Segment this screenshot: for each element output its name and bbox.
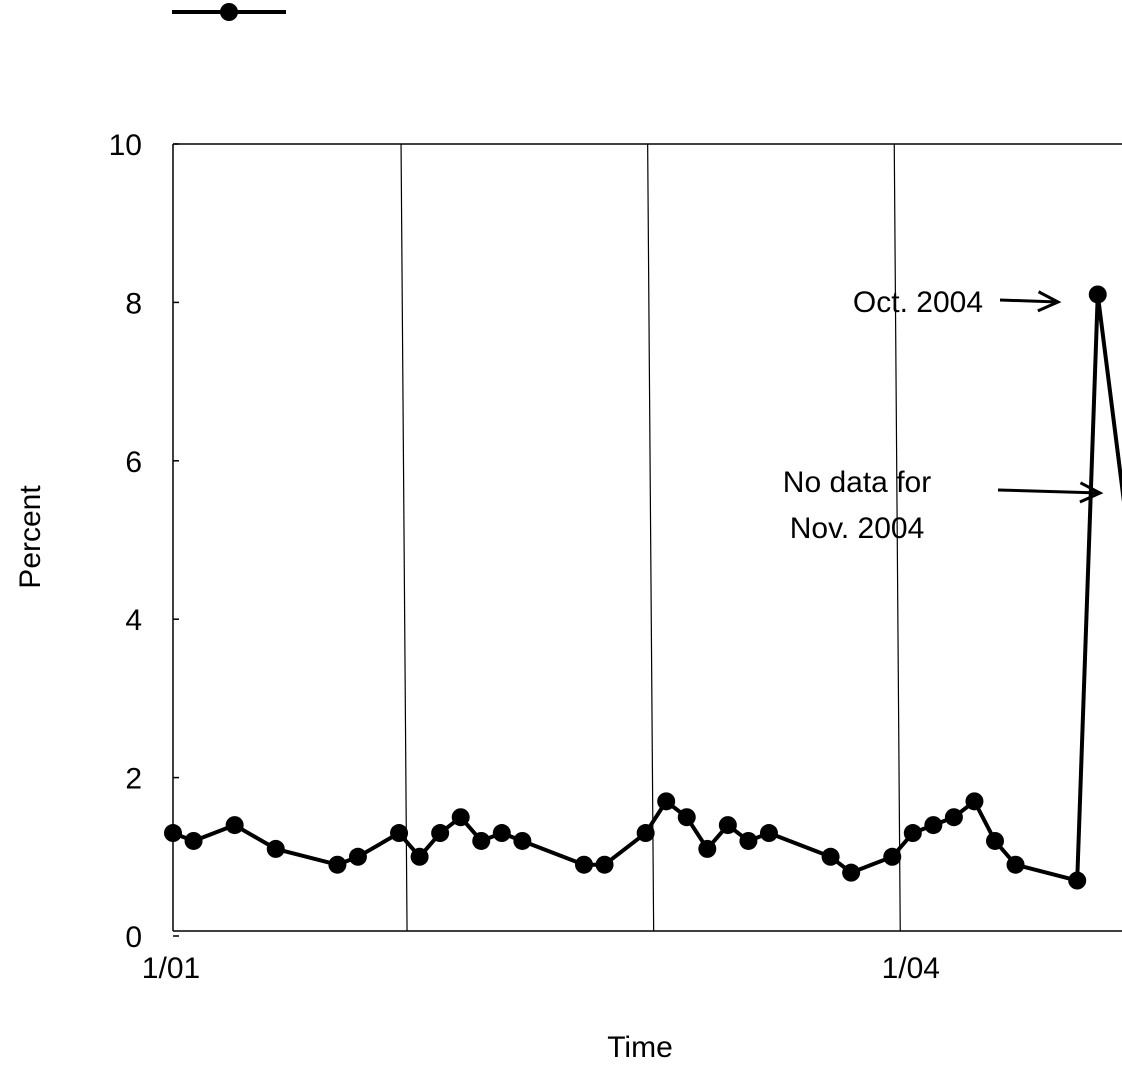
data-point xyxy=(739,831,758,850)
data-point xyxy=(924,816,943,835)
data-point xyxy=(431,824,450,843)
plot-frame xyxy=(172,143,1122,932)
data-point xyxy=(328,855,347,874)
data-point xyxy=(451,808,470,827)
annotation-arrow-head xyxy=(1037,290,1062,313)
y-tick-label: 0 xyxy=(125,921,142,954)
data-point xyxy=(718,816,737,835)
annotations: Oct. 2004 No data for Nov. 2004 xyxy=(783,286,1104,545)
data-point xyxy=(184,831,203,850)
vertical-gridline xyxy=(647,143,655,932)
x-axis-label: Time xyxy=(607,1031,673,1064)
vertical-gridlines xyxy=(400,143,901,932)
data-point xyxy=(348,847,367,866)
data-point xyxy=(759,824,778,843)
annotation-arrow-shaft xyxy=(997,488,1101,495)
x-tick-label: 1/01 xyxy=(142,952,200,985)
annotation-oct-2004: Oct. 2004 xyxy=(853,286,983,319)
annotation-arrow-head xyxy=(1079,481,1104,504)
y-axis-ticks: 0 2 4 6 8 10 xyxy=(109,129,179,954)
data-point xyxy=(164,824,182,843)
data-point xyxy=(1068,871,1087,890)
legend-marker-swatch xyxy=(220,3,238,21)
data-point xyxy=(903,824,922,843)
data-point xyxy=(657,792,676,811)
vertical-gridline xyxy=(400,143,408,932)
x-axis-ticks: 1/01 1/04 xyxy=(142,952,940,985)
data-point xyxy=(472,831,491,850)
data-point xyxy=(883,847,902,866)
data-point xyxy=(677,808,696,827)
data-point xyxy=(636,824,655,843)
data-point xyxy=(575,855,593,874)
data-point xyxy=(1006,855,1025,874)
y-tick-label: 6 xyxy=(125,446,142,479)
data-point xyxy=(595,855,614,874)
annotation-no-data-line-1: No data for xyxy=(783,466,931,499)
data-point xyxy=(944,808,963,827)
legend xyxy=(172,3,286,21)
data-point xyxy=(821,847,840,866)
data-point xyxy=(986,831,1004,850)
vertical-gridline xyxy=(893,143,901,932)
annotation-no-data-line-2: Nov. 2004 xyxy=(790,512,925,545)
annotation-arrow-shaft xyxy=(999,298,1059,304)
data-point xyxy=(842,863,861,882)
y-axis-label: Percent xyxy=(14,485,47,589)
data-point xyxy=(698,839,717,858)
data-point xyxy=(390,824,409,843)
data-point xyxy=(492,824,511,843)
y-tick-label: 10 xyxy=(109,129,142,162)
data-point xyxy=(410,847,429,866)
data-point xyxy=(513,831,532,850)
data-point xyxy=(965,792,984,811)
x-tick-label: 1/04 xyxy=(882,952,940,985)
y-tick-label: 4 xyxy=(125,604,142,637)
data-point xyxy=(1088,285,1107,304)
data-point xyxy=(266,839,285,858)
series-group xyxy=(164,285,1122,890)
y-tick-label: 8 xyxy=(125,287,142,320)
data-point xyxy=(225,816,244,835)
series-line xyxy=(172,292,1122,883)
y-tick-label: 2 xyxy=(125,763,142,796)
